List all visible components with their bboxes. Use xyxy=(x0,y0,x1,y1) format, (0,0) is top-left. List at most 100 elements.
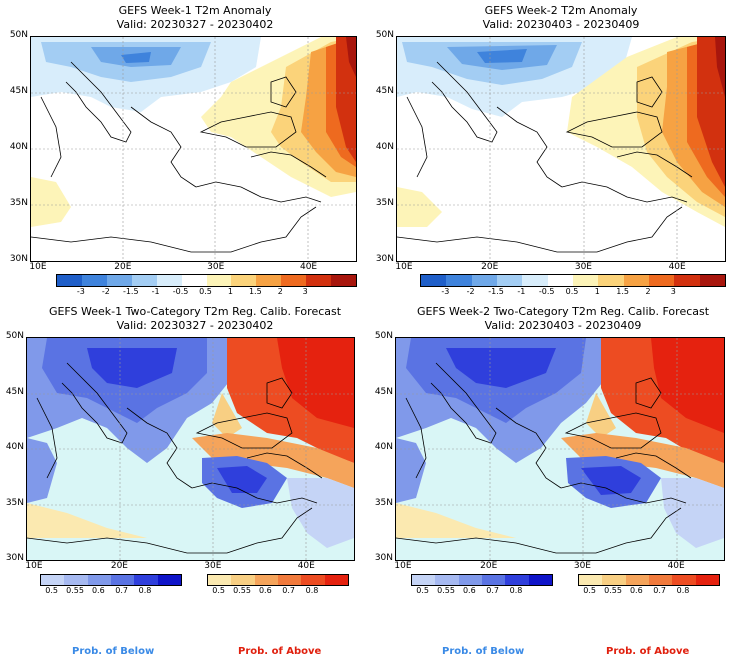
panel3-title-text: GEFS Week-1 Two-Category T2m Reg. Calib.… xyxy=(48,305,342,318)
lon-label-p2: 30E xyxy=(574,262,592,272)
prob-below-colorbar-2-tick: 0.5 xyxy=(416,586,430,595)
colorbar-swatch xyxy=(522,275,548,286)
lat-label-p3: 50N xyxy=(5,331,24,341)
colorbar-swatch xyxy=(206,275,232,286)
anomaly-colorbar-1-tick: -1 xyxy=(151,287,160,296)
prob-below-colorbar-2-tick: 0.7 xyxy=(486,586,500,595)
lat-label-p2: 40N xyxy=(375,142,394,152)
prob-above-colorbar-1 xyxy=(207,574,349,586)
panel1-valid-text: Valid: 20230327 - 20230402 xyxy=(116,18,274,31)
panel4-valid-text: Valid: 20230403 - 20230409 xyxy=(484,319,642,332)
anomaly-colorbar-1-tick: -3 xyxy=(76,287,85,296)
lat-label-p1: 40N xyxy=(9,142,28,152)
panel2-title-text: GEFS Week-2 T2m Anomaly xyxy=(484,4,638,17)
colorbar-swatch xyxy=(572,275,599,286)
panel2-title: GEFS Week-2 T2m Anomaly Valid: 20230403 … xyxy=(396,4,726,32)
anomaly-colorbar-1 xyxy=(56,274,357,287)
anomaly-colorbar-1-tick: -2 xyxy=(101,287,110,296)
panel3-valid-text: Valid: 20230327 - 20230402 xyxy=(116,319,274,332)
lat-label-p4: 45N xyxy=(374,386,393,397)
lon-label-p2: 20E xyxy=(481,262,499,272)
anomaly-colorbar-2 xyxy=(420,274,726,287)
colorbar-swatch xyxy=(256,275,282,286)
map-panel4 xyxy=(395,337,725,561)
colorbar-swatch xyxy=(208,575,232,585)
prob-above-label-right: Prob. of Above xyxy=(606,646,690,657)
anomaly-colorbar-2-tick: -0.5 xyxy=(538,287,555,296)
prob-below-colorbar-1-tick: 0.6 xyxy=(91,586,105,595)
anomaly-colorbar-2-tick: 1 xyxy=(594,287,600,296)
anomaly-colorbar-1-tick: 1 xyxy=(227,287,233,296)
colorbar-swatch xyxy=(496,275,523,286)
lon-label-p4: 10E xyxy=(394,561,412,571)
prob-above-colorbar-1-tick: 0.55 xyxy=(233,586,251,595)
prob-above-colorbar-2 xyxy=(578,574,720,586)
anomaly-colorbar-1-tick: -1.5 xyxy=(122,287,139,296)
map-panel2 xyxy=(396,36,726,262)
panel1-title: GEFS Week-1 T2m Anomaly Valid: 20230327 … xyxy=(30,4,360,32)
colorbar-swatch xyxy=(301,575,325,585)
anomaly-colorbar-1-tick: 2 xyxy=(277,287,283,296)
prob-below-colorbar-2-tick: 0.8 xyxy=(509,586,523,595)
colorbar-swatch xyxy=(648,575,673,585)
anomaly-colorbar-2-tick: -2 xyxy=(466,287,475,296)
prob-below-colorbar-1 xyxy=(40,574,182,586)
anomaly-map-1 xyxy=(31,37,356,261)
colorbar-swatch xyxy=(231,575,255,585)
colorbar-swatch xyxy=(131,275,157,286)
prob-above-colorbar-2-tick: 0.55 xyxy=(604,586,622,595)
lon-label-p2: 40E xyxy=(668,262,686,272)
lat-label-p4: 35N xyxy=(374,497,393,508)
prob-below-colorbar-2 xyxy=(411,574,553,586)
colorbar-swatch xyxy=(471,275,497,286)
colorbar-swatch xyxy=(435,575,459,585)
prob-below-colorbar-1-tick: 0.5 xyxy=(45,586,59,595)
colorbar-swatch xyxy=(625,575,649,585)
colorbar-swatch xyxy=(674,275,700,286)
colorbar-swatch xyxy=(412,575,436,585)
colorbar-swatch xyxy=(156,275,182,286)
anomaly-colorbar-2-tick: 0.5 xyxy=(565,287,579,296)
colorbar-swatch xyxy=(421,275,447,286)
colorbar-swatch xyxy=(41,575,65,585)
colorbar-swatch xyxy=(181,275,207,286)
colorbar-swatch xyxy=(458,575,482,585)
colorbar-swatch xyxy=(57,275,82,286)
lon-label-p1: 10E xyxy=(29,262,47,272)
probability-map-1 xyxy=(27,338,354,560)
prob-below-colorbar-2-tick: 0.55 xyxy=(437,586,455,595)
anomaly-colorbar-2-tick: 1.5 xyxy=(616,287,630,296)
colorbar-swatch xyxy=(134,575,158,585)
colorbar-swatch xyxy=(324,575,348,585)
panel3-title: GEFS Week-1 Two-Category T2m Reg. Calib.… xyxy=(10,305,380,333)
lat-label-p4: 40N xyxy=(374,442,393,452)
lon-label-p4: 40E xyxy=(667,561,685,571)
prob-above-colorbar-1-tick: 0.7 xyxy=(282,586,296,595)
colorbar-swatch xyxy=(672,575,696,585)
prob-above-colorbar-1-tick: 0.8 xyxy=(305,586,319,595)
anomaly-colorbar-2-tick: 3 xyxy=(670,287,676,296)
anomaly-colorbar-2-tick: -1 xyxy=(517,287,526,296)
colorbar-swatch xyxy=(481,575,506,585)
lon-label-p4: 20E xyxy=(480,561,498,571)
prob-below-colorbar-1-tick: 0.7 xyxy=(115,586,129,595)
colorbar-swatch xyxy=(699,275,725,286)
lat-label-p2: 45N xyxy=(375,86,394,96)
prob-below-colorbar-2-tick: 0.6 xyxy=(462,586,476,595)
lon-label-p3: 10E xyxy=(25,561,43,571)
lat-label-p1: 35N xyxy=(9,198,28,208)
colorbar-swatch xyxy=(579,575,603,585)
colorbar-swatch xyxy=(602,575,626,585)
lat-label-p3: 45N xyxy=(5,386,24,397)
lon-label-p1: 30E xyxy=(207,262,225,272)
colorbar-swatch xyxy=(446,275,472,286)
anomaly-colorbar-1-tick: -0.5 xyxy=(172,287,189,296)
lat-label-p1: 30N xyxy=(9,254,28,264)
anomaly-colorbar-2-tick: -3 xyxy=(441,287,450,296)
prob-above-colorbar-2-tick: 0.5 xyxy=(583,586,597,595)
prob-above-colorbar-1-tick: 0.5 xyxy=(212,586,226,595)
colorbar-swatch xyxy=(254,575,278,585)
colorbar-swatch xyxy=(81,275,107,286)
lat-label-p3: 35N xyxy=(5,497,24,508)
colorbar-swatch xyxy=(598,275,624,286)
